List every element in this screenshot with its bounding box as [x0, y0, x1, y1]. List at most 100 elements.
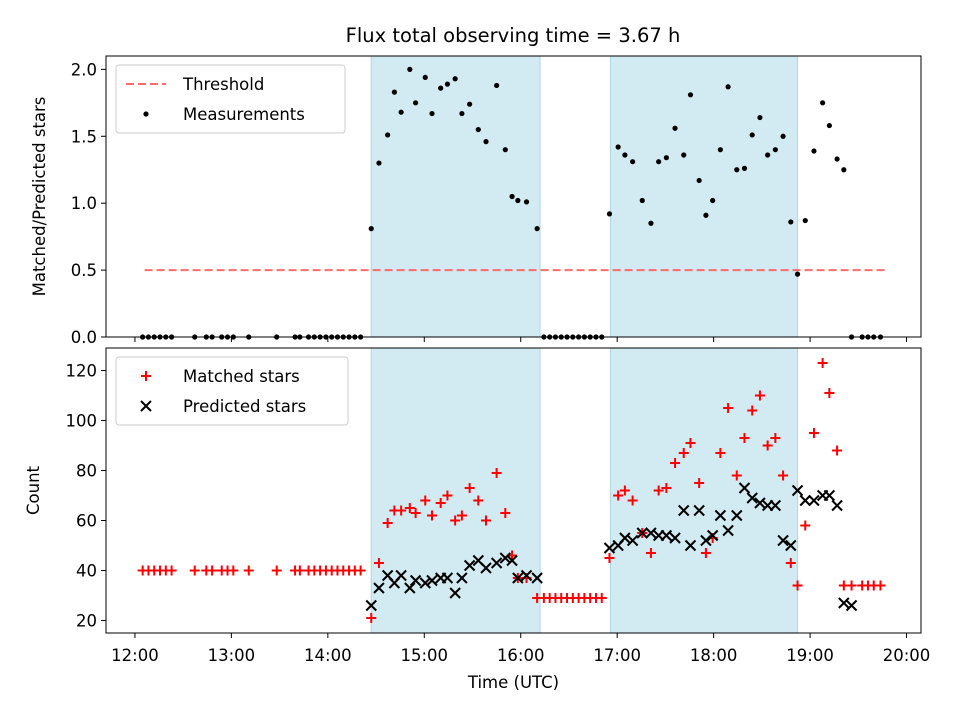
- legend-predicted-swatch: [140, 400, 152, 412]
- predicted-star-point: [777, 534, 789, 547]
- matched-star-point: [604, 553, 615, 563]
- measurement-point: [467, 101, 473, 107]
- measurement-point: [725, 84, 731, 90]
- predicted-star-point: [506, 554, 518, 567]
- predicted-star-point: [520, 569, 533, 582]
- measurement-point: [639, 197, 645, 204]
- measurement-point: [483, 139, 489, 145]
- matched-star-point: [700, 548, 711, 558]
- predicted-star-point: [785, 539, 797, 552]
- matched-star-point: [366, 613, 377, 623]
- predicted-star-point: [754, 497, 766, 509]
- x-tick-label: 19:00: [786, 646, 834, 665]
- x-axis-label: Time (UTC): [467, 673, 559, 692]
- matched-star-point: [619, 485, 630, 496]
- measurement-point: [749, 132, 755, 138]
- matched-star-point: [800, 520, 811, 531]
- predicted-star-point: [626, 534, 639, 547]
- measurement-point: [811, 148, 817, 154]
- measurement-point: [391, 89, 397, 95]
- matched-star-point: [420, 495, 431, 506]
- matched-star-point: [596, 593, 607, 603]
- predicted-star-point: [373, 582, 385, 594]
- predicted-star-point: [714, 509, 727, 522]
- measurement-point: [398, 109, 404, 115]
- measurement-point: [703, 212, 709, 218]
- matched-star-point: [355, 565, 366, 576]
- x-tick-label: 13:00: [208, 646, 256, 665]
- predicted-star-point: [823, 489, 836, 502]
- matched-star-point: [294, 565, 305, 576]
- predicted-star-point: [531, 572, 543, 584]
- measurement-point: [385, 132, 391, 138]
- matched-star-point: [373, 558, 384, 568]
- x-tick-label: 16:00: [497, 646, 545, 665]
- legend-entry-label: Threshold: [182, 75, 264, 94]
- matched-star-point: [228, 565, 239, 576]
- y-tick-label: 100: [66, 412, 98, 431]
- measurement-point: [734, 167, 740, 173]
- matched-star-point: [694, 478, 705, 488]
- measurement-point: [717, 147, 723, 153]
- predicted-star-point: [449, 587, 461, 599]
- matched-star-point: [653, 485, 664, 496]
- measurement-point: [710, 197, 716, 204]
- y-tick-label: 1.5: [71, 127, 97, 146]
- matched-star-point: [396, 505, 407, 516]
- predicted-star-point: [395, 569, 407, 582]
- predicted-star-point: [722, 524, 734, 537]
- matched-star-point: [770, 433, 781, 443]
- measurement-point: [834, 156, 840, 162]
- x-tick-label: 18:00: [690, 646, 738, 665]
- y-axis-label: Matched/Predicted stars: [30, 97, 49, 297]
- predicted-star-point: [660, 529, 673, 542]
- y-tick-label: 0.0: [71, 328, 97, 347]
- predicted-star-point: [404, 582, 416, 594]
- predicted-star-point: [706, 529, 719, 542]
- legend-entry-label: Matched stars: [183, 367, 300, 386]
- matched-star-point: [442, 490, 453, 501]
- predicted-star-point: [738, 482, 751, 494]
- measurement-point: [772, 147, 778, 153]
- matched-star-point: [846, 580, 857, 591]
- matched-star-point: [747, 405, 758, 416]
- measurement-point: [681, 152, 687, 158]
- bottom-panel: 20 40 60 80 100 120 12:00 13:00 14:00 15:00 16:00 1…: [24, 347, 930, 692]
- x-tick-label: 17:00: [593, 646, 641, 665]
- matched-star-point: [739, 433, 750, 443]
- measurement-point: [534, 226, 540, 232]
- measurement-point: [523, 199, 530, 205]
- y-tick-label: 40: [76, 562, 97, 581]
- matched-star-point: [824, 388, 835, 398]
- predicted-star-point: [456, 572, 468, 584]
- predicted-star-point: [365, 599, 377, 612]
- observing-interval-shade: [370, 347, 541, 634]
- y-axis-label: Count: [24, 465, 43, 515]
- measurement-point: [494, 82, 500, 89]
- matched-star-point: [410, 508, 421, 518]
- measurement-point: [794, 271, 801, 277]
- measurement-point: [368, 226, 374, 232]
- predicted-star-point: [480, 562, 492, 574]
- predicted-star-point: [426, 574, 438, 587]
- matched-star-point: [404, 503, 415, 513]
- measurement-point: [429, 110, 435, 117]
- measurement-point: [502, 147, 508, 153]
- x-tick-label: 14:00: [304, 646, 352, 665]
- matched-star-point: [875, 580, 886, 591]
- matched-star-point: [645, 548, 656, 558]
- measurement-point: [413, 100, 419, 106]
- predicted-star-point: [791, 484, 804, 497]
- matched-star-point: [661, 483, 672, 493]
- axes-frame: [105, 347, 922, 634]
- matched-star-point: [723, 403, 734, 413]
- legend-box: [115, 64, 346, 134]
- matched-star-point: [670, 458, 681, 468]
- measurement-point: [515, 197, 521, 204]
- predicted-star-point: [700, 534, 712, 547]
- matched-star-point: [754, 390, 765, 401]
- measurement-point: [452, 76, 458, 82]
- matched-star-point: [271, 565, 282, 576]
- predicted-star-point: [512, 572, 524, 584]
- matched-star-point: [817, 358, 828, 368]
